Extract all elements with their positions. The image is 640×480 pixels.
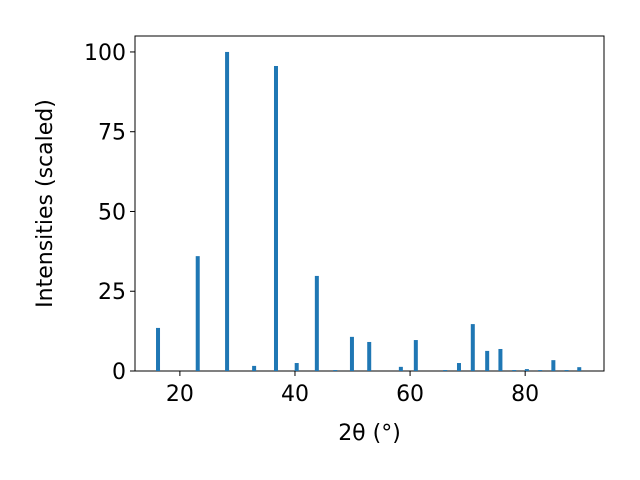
x-tick-label: 60: [396, 382, 424, 407]
bar: [485, 350, 490, 371]
y-axis-label: Intensities (scaled): [33, 99, 58, 308]
y-tick-label: 100: [84, 41, 126, 66]
x-axis-label: 2θ (°): [338, 421, 401, 446]
bar: [333, 370, 338, 371]
bar: [156, 327, 161, 371]
bar: [443, 370, 448, 371]
bar: [252, 365, 257, 371]
x-tick-label: 20: [166, 382, 194, 407]
y-tick-label: 75: [98, 121, 126, 146]
bar: [512, 370, 517, 371]
bar: [225, 51, 230, 371]
bar: [398, 366, 403, 371]
y-tick-label: 0: [112, 360, 126, 385]
y-tick-label: 50: [98, 200, 126, 225]
bar: [564, 370, 569, 371]
plot-frame: [134, 35, 605, 372]
bar: [367, 341, 372, 371]
bar: [498, 348, 503, 371]
bar: [349, 336, 354, 371]
bar: [294, 363, 299, 371]
bar: [195, 256, 200, 371]
x-tick-label: 80: [511, 382, 539, 407]
bar: [551, 360, 556, 371]
bar: [413, 340, 418, 371]
bar: [577, 367, 582, 371]
bar: [470, 324, 475, 371]
bar: [524, 369, 529, 371]
y-tick-label: 25: [98, 280, 126, 305]
bar: [538, 370, 543, 371]
bar: [273, 65, 278, 371]
bar: [456, 363, 461, 371]
bar: [314, 275, 319, 371]
x-tick-label: 40: [281, 382, 309, 407]
